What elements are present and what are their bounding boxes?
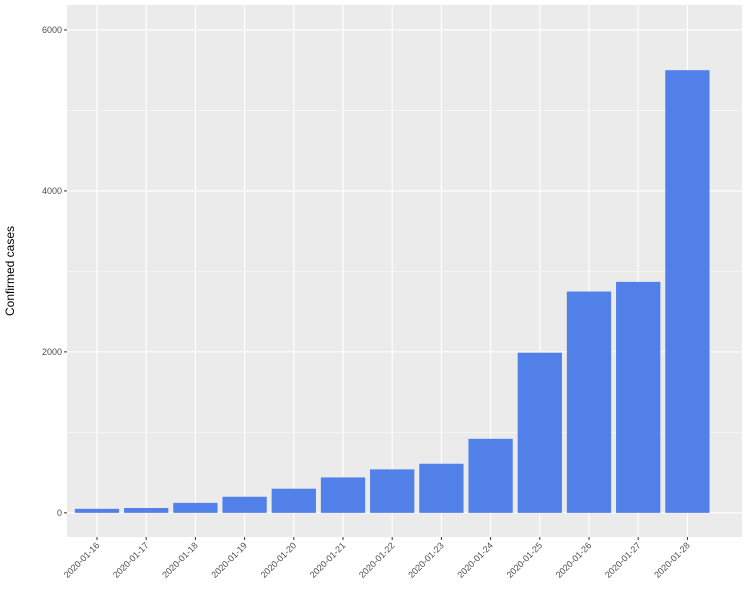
y-tick-label: 4000 [42, 186, 62, 196]
x-tick-label: 2020-01-27 [603, 540, 643, 580]
bar [419, 463, 464, 513]
x-tick-label: 2020-01-26 [554, 540, 594, 580]
y-axis-title: Confirmed cases [3, 226, 17, 316]
x-tick-label: 2020-01-18 [160, 540, 200, 580]
bar [74, 508, 120, 513]
x-tick-label: 2020-01-19 [209, 540, 249, 580]
bar [173, 502, 218, 513]
x-tick-label: 2020-01-17 [111, 540, 151, 580]
bar [517, 352, 562, 513]
x-tick-label: 2020-01-28 [652, 540, 692, 580]
x-tick-label: 2020-01-23 [406, 540, 446, 580]
y-tick-label: 2000 [42, 347, 62, 357]
bar [320, 477, 366, 513]
bar [370, 469, 415, 513]
x-tick-label: 2020-01-20 [259, 540, 299, 580]
bar [665, 70, 710, 513]
bar [124, 508, 169, 513]
x-tick-label: 2020-01-22 [357, 540, 397, 580]
x-tick-label: 2020-01-21 [308, 540, 348, 580]
x-tick-label: 2020-01-16 [62, 540, 102, 580]
bar [616, 281, 661, 513]
bar [468, 438, 513, 513]
y-tick-label: 6000 [42, 25, 62, 35]
x-tick-label: 2020-01-24 [455, 540, 495, 580]
x-tick-label: 2020-01-25 [505, 540, 545, 580]
bar [222, 496, 267, 513]
y-tick-label: 0 [57, 508, 62, 518]
bar [566, 291, 612, 513]
bar [271, 488, 316, 513]
